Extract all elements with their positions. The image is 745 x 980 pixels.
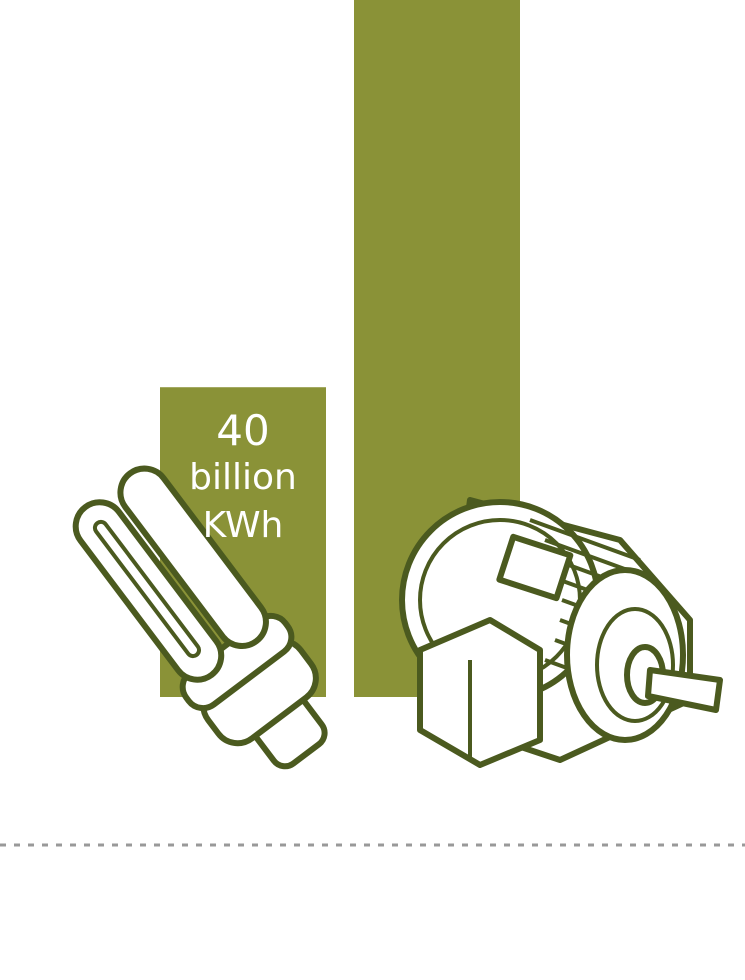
unit-label: KWh (203, 505, 284, 546)
unit-label: billion (189, 457, 297, 498)
motor-icon (399, 497, 723, 768)
value-label: 40 (216, 406, 269, 455)
bulb-icon (72, 465, 328, 770)
